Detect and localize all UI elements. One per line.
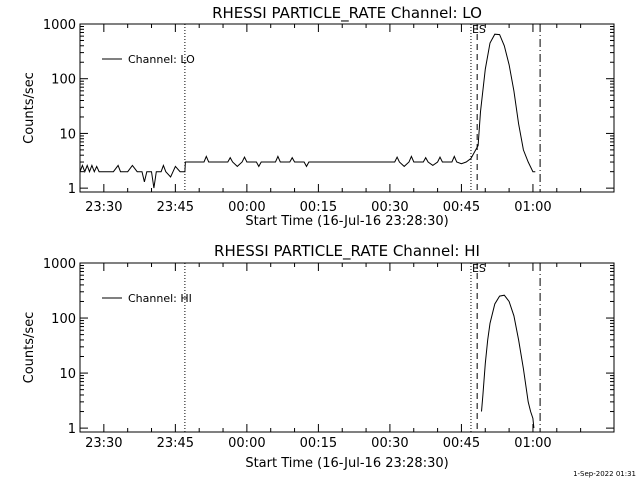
chart-title: RHESSI PARTICLE_RATE Channel: HI (214, 242, 480, 261)
x-axis-label: Start Time (16-Jul-16 23:28:30) (245, 214, 448, 229)
x-tick-label: 01:00 (514, 436, 551, 451)
x-tick-label: 00:30 (371, 200, 408, 215)
y-axis-label: Counts/sec (22, 312, 37, 384)
x-tick-label: 00:45 (443, 436, 480, 451)
x-tick-label: 23:45 (157, 436, 194, 451)
es-annotation: ES (472, 23, 486, 36)
x-tick-label: 01:00 (514, 200, 551, 215)
y-tick-label: 10 (59, 367, 76, 382)
x-tick-label: 00:00 (228, 200, 265, 215)
y-tick-label: 100 (51, 312, 76, 327)
x-axis-label: Start Time (16-Jul-16 23:28:30) (245, 456, 448, 471)
x-tick-label: 23:45 (157, 200, 194, 215)
x-tick-label: 23:30 (85, 200, 122, 215)
legend-label: Channel: HI (128, 292, 192, 305)
y-tick-label: 1 (68, 422, 76, 437)
footer-timestamp: 1-Sep-2022 01:31 (573, 470, 636, 478)
x-tick-label: 00:15 (300, 436, 337, 451)
x-tick-label: 23:30 (85, 436, 122, 451)
x-tick-label: 00:45 (443, 200, 480, 215)
legend-label: Channel: LO (128, 53, 195, 66)
y-tick-label: 1000 (43, 257, 76, 272)
y-tick-label: 1 (68, 182, 76, 197)
y-tick-label: 100 (51, 73, 76, 88)
chart-title: RHESSI PARTICLE_RATE Channel: LO (212, 4, 482, 23)
es-annotation: ES (472, 262, 486, 275)
panel-lo: RHESSI PARTICLE_RATE Channel: LO 1 10 100 10… (22, 4, 615, 229)
x-tick-label: 00:30 (371, 436, 408, 451)
panel-hi: RHESSI PARTICLE_RATE Channel: HI 1 10 100 10… (22, 242, 615, 471)
x-tick-label: 00:15 (300, 200, 337, 215)
x-tick-label: 00:00 (228, 436, 265, 451)
y-tick-label: 1000 (43, 18, 76, 33)
plot-frame (79, 23, 615, 193)
series-line (481, 294, 535, 429)
y-axis-label: Counts/sec (22, 72, 37, 144)
plot-frame (79, 262, 615, 433)
series-line (79, 33, 536, 189)
y-tick-label: 10 (59, 127, 76, 142)
